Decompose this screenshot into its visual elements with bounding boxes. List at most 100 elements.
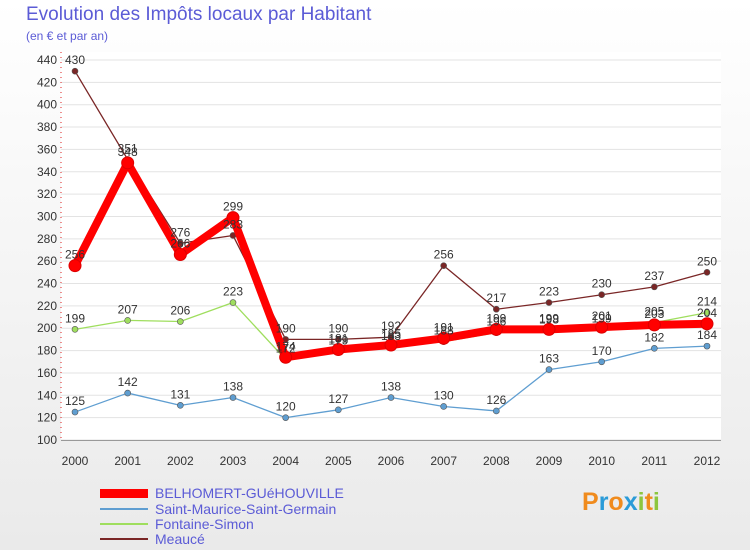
data-label: 188 — [434, 324, 454, 338]
x-tick-label: 2008 — [483, 454, 510, 468]
data-label: 138 — [381, 380, 401, 394]
data-label: 351 — [118, 141, 138, 155]
data-point — [703, 269, 711, 276]
data-point — [335, 336, 342, 343]
legend-label-fontaine-simon: Fontaine-Simon — [155, 516, 254, 532]
data-point — [651, 283, 658, 291]
x-tick-label: 2004 — [272, 454, 299, 468]
data-label: 230 — [592, 277, 612, 291]
data-label: 299 — [223, 200, 243, 214]
data-point — [437, 331, 451, 345]
data-label: 198 — [539, 312, 559, 326]
data-label: 126 — [486, 393, 506, 407]
y-tick-label: 300 — [37, 209, 57, 223]
data-point — [173, 247, 187, 261]
data-label: 276 — [170, 225, 190, 239]
x-tick-label: 2007 — [430, 454, 457, 468]
y-tick-label: 220 — [37, 299, 57, 313]
y-tick-label: 320 — [37, 187, 57, 201]
data-label: 190 — [328, 321, 348, 335]
data-label: 199 — [592, 311, 612, 325]
data-label: 250 — [697, 254, 717, 268]
data-label: 266 — [170, 236, 190, 250]
data-point — [282, 414, 289, 421]
data-label: 131 — [170, 387, 190, 401]
data-point — [545, 299, 553, 306]
y-tick-label: 260 — [37, 254, 57, 268]
data-label: 430 — [65, 53, 85, 67]
data-label: 217 — [486, 291, 506, 305]
data-label: 201 — [592, 309, 612, 323]
data-point — [335, 406, 342, 414]
data-point — [71, 67, 79, 75]
data-point — [595, 320, 609, 334]
y-tick-label: 340 — [37, 165, 57, 179]
data-label: 204 — [697, 306, 717, 320]
data-point — [387, 394, 395, 401]
y-tick-label: 120 — [37, 411, 57, 425]
data-label: 283 — [223, 217, 243, 231]
data-label: 191 — [434, 320, 454, 334]
data-label: 206 — [170, 304, 190, 318]
data-label: 256 — [434, 248, 454, 262]
data-label: 181 — [328, 331, 348, 345]
data-point — [229, 394, 237, 401]
y-tick-label: 180 — [37, 344, 57, 358]
logo-letter: o — [608, 488, 624, 516]
legend-swatch-meauce — [100, 538, 148, 540]
proxiti-logo: Proxiti — [582, 488, 660, 517]
y-tick-label: 240 — [37, 277, 57, 291]
data-point — [493, 407, 500, 415]
y-tick-label: 380 — [37, 120, 57, 134]
data-point — [647, 318, 661, 332]
logo-letter: i — [637, 488, 645, 516]
x-tick-label: 2005 — [325, 454, 352, 468]
x-tick-label: 2010 — [588, 454, 615, 468]
data-label: 199 — [65, 311, 85, 325]
data-label: 192 — [381, 319, 401, 333]
data-label: 182 — [644, 330, 664, 344]
y-tick-label: 160 — [37, 366, 57, 380]
y-tick-label: 200 — [37, 321, 57, 335]
logo-letter: t — [644, 488, 653, 516]
data-label: 185 — [381, 327, 401, 341]
data-label: 199 — [539, 311, 559, 325]
data-point — [703, 342, 711, 350]
x-tick-label: 2001 — [114, 454, 141, 468]
data-point — [279, 350, 293, 364]
data-label: 205 — [644, 305, 664, 319]
data-point — [71, 326, 79, 333]
legend-swatch-belhomert — [100, 489, 148, 498]
y-tick-label: 400 — [37, 98, 57, 112]
data-point — [177, 402, 184, 409]
x-tick-label: 2011 — [641, 454, 667, 468]
x-tick-label: 2012 — [694, 454, 721, 468]
data-point — [177, 318, 184, 325]
logo-letter: r — [598, 488, 609, 516]
legend-swatch-fontaine-simon — [100, 523, 148, 525]
x-tick-label: 2003 — [220, 454, 247, 468]
data-point — [598, 291, 605, 299]
data-label: 142 — [118, 375, 138, 389]
data-point — [545, 366, 553, 373]
data-label: 170 — [592, 344, 612, 358]
x-tick-label: 2009 — [536, 454, 563, 468]
data-label: 256 — [65, 248, 85, 262]
x-tick-label: 2000 — [62, 454, 89, 468]
data-point — [124, 317, 131, 324]
legend-label-belhomert: BELHOMERT-GUéHOUVILLE — [155, 485, 344, 501]
data-point — [124, 389, 131, 397]
data-point — [71, 408, 79, 416]
data-label: 223 — [539, 285, 559, 299]
data-label: 174 — [276, 339, 296, 353]
data-label: 196 — [486, 315, 506, 329]
y-tick-label: 440 — [37, 53, 57, 67]
data-label: 179 — [328, 334, 348, 348]
data-label: 214 — [697, 295, 717, 309]
legend-label-meauce: Meaucé — [155, 531, 205, 547]
legend-swatch-saint-maurice — [100, 508, 148, 510]
data-point — [229, 299, 237, 306]
legend-label-saint-maurice: Saint-Maurice-Saint-Germain — [155, 501, 337, 517]
data-label: 184 — [697, 328, 717, 342]
